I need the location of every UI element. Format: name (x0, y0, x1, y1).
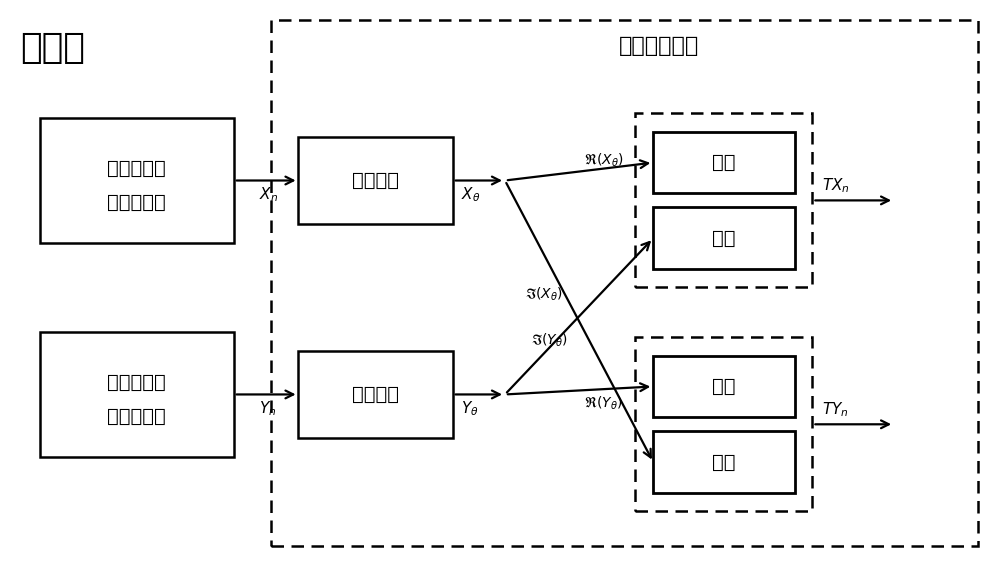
Text: $X_\theta$: $X_\theta$ (461, 185, 480, 204)
Text: $X_n$: $X_n$ (259, 185, 278, 204)
Text: 极化成对编码: 极化成对编码 (619, 36, 699, 56)
Bar (40, 118, 234, 243)
Text: 发送方: 发送方 (20, 31, 85, 65)
Text: 机数发生器: 机数发生器 (107, 193, 166, 212)
Text: $Y_n$: $Y_n$ (259, 399, 276, 418)
Text: $\mathfrak{R}(Y_\theta)$: $\mathfrak{R}(Y_\theta)$ (584, 394, 623, 412)
Text: 机数发生器: 机数发生器 (107, 407, 166, 426)
Text: $\mathfrak{I}(Y_\theta)$: $\mathfrak{I}(Y_\theta)$ (531, 331, 568, 349)
Text: $Y_\theta$: $Y_\theta$ (461, 399, 478, 418)
Bar (635, 337, 812, 511)
Bar (40, 332, 234, 457)
Bar (653, 207, 795, 269)
Text: 符号映射: 符号映射 (352, 171, 399, 190)
Text: 实部: 实部 (712, 153, 736, 172)
Text: 实部: 实部 (712, 377, 736, 396)
Bar (298, 351, 453, 438)
Bar (653, 132, 795, 193)
Text: $TY_n$: $TY_n$ (822, 401, 849, 419)
Text: 虚部: 虚部 (712, 229, 736, 247)
Text: $TX_n$: $TX_n$ (822, 177, 850, 195)
Bar (653, 431, 795, 493)
Text: 虚部: 虚部 (712, 453, 736, 472)
Text: $\mathfrak{I}(X_\theta)$: $\mathfrak{I}(X_\theta)$ (525, 286, 563, 303)
Bar (271, 20, 978, 546)
Bar (635, 114, 812, 288)
Text: 符号映射: 符号映射 (352, 385, 399, 404)
Bar (298, 137, 453, 224)
Text: $\mathfrak{R}(X_\theta)$: $\mathfrak{R}(X_\theta)$ (584, 151, 624, 168)
Text: 第二量子随: 第二量子随 (107, 373, 166, 392)
Bar (653, 355, 795, 418)
Text: 第一量子随: 第一量子随 (107, 159, 166, 178)
